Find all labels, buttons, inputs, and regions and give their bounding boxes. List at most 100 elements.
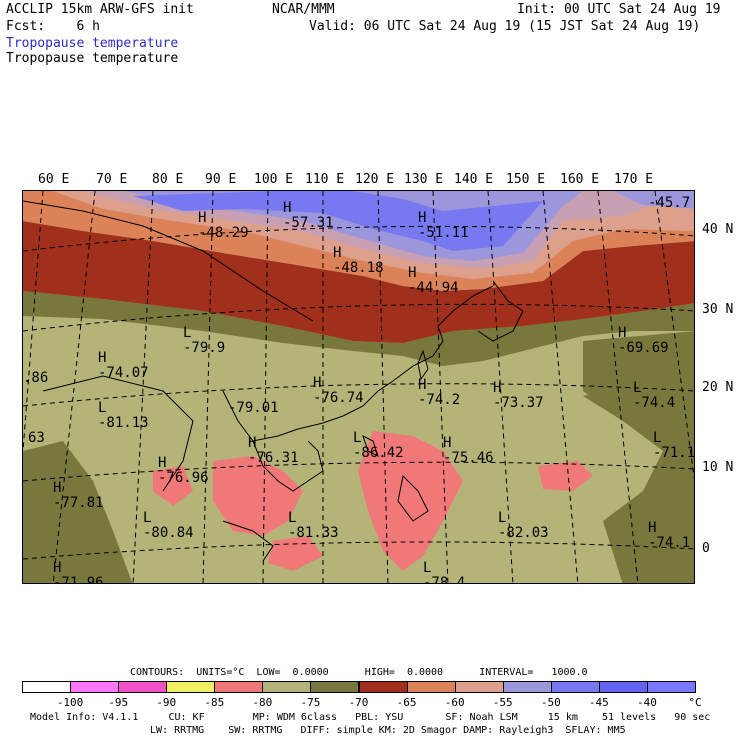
hl-marker: L -78.4 — [423, 561, 465, 584]
hl-marker: L -80.84 — [143, 511, 194, 541]
hl-value: -79.01 — [228, 400, 279, 416]
lon-label: 120 E — [355, 172, 395, 187]
lat-label: 40 N — [702, 222, 734, 237]
hl-value: .86 — [23, 370, 49, 386]
hl-letter: H — [418, 377, 427, 393]
hl-letter: H — [493, 380, 502, 396]
hl-marker: H -74.2 — [418, 378, 460, 408]
hl-marker: L -79.9 — [183, 326, 225, 356]
hl-letter: H — [648, 520, 657, 536]
hl-letter: H — [408, 265, 417, 281]
hl-letter: L — [633, 380, 642, 396]
map-panel: H -57.31 H -48.29 H -48.18 H -51.11 H -44.94 -45.7… — [22, 190, 695, 584]
hl-value: -71.96 — [53, 575, 104, 584]
hl-letter: L — [353, 430, 362, 446]
init-time: Init: 00 UTC Sat 24 Aug 19 — [517, 2, 721, 17]
contour-info: CONTOURS: UNITS=°C LOW= 0.0000 HIGH= 0.0… — [130, 667, 588, 678]
hl-value: -48.18 — [333, 260, 384, 276]
hl-marker: H -44.94 — [408, 266, 459, 296]
colorbar-swatch — [118, 681, 168, 693]
hl-marker: H -76.96 — [158, 456, 209, 486]
colorbar-label: -60 — [444, 696, 465, 709]
hl-letter: L — [423, 560, 432, 576]
colorbar-label: -85 — [204, 696, 225, 709]
hl-letter: H — [418, 210, 427, 226]
hl-value: -69.69 — [618, 340, 669, 356]
lon-label: 100 E — [254, 172, 294, 187]
hl-letter: H — [283, 200, 292, 216]
hl-marker: -79.01 — [228, 401, 279, 416]
hl-marker: 63 — [28, 431, 45, 446]
hl-marker: H -76.31 — [248, 436, 299, 466]
hl-marker: L -86.42 — [353, 431, 404, 461]
colorbar-swatch — [454, 681, 504, 693]
colorbar-label: -75 — [300, 696, 321, 709]
colorbar-label: -50 — [540, 696, 561, 709]
lat-label: 20 N — [702, 380, 734, 395]
colorbar-swatch — [646, 681, 696, 693]
colorbar-swatch — [406, 681, 456, 693]
hl-letter: H — [53, 560, 62, 576]
hl-marker: H -75.46 — [443, 436, 494, 466]
hl-letter: H — [333, 245, 342, 261]
hl-value: -57.31 — [283, 215, 334, 231]
colorbar-swatch — [214, 681, 264, 693]
colorbar-swatch — [358, 681, 408, 693]
lon-label: 60 E — [38, 172, 70, 187]
shade-olive-dark — [23, 291, 694, 451]
lon-label: 140 E — [454, 172, 494, 187]
hl-value: -48.29 — [198, 225, 249, 241]
hl-value: -77.81 — [53, 495, 104, 511]
hl-letter: H — [53, 480, 62, 496]
hl-marker: .86 — [23, 371, 48, 386]
hl-letter: L — [498, 510, 507, 526]
hl-marker: H -77.81 — [53, 481, 104, 511]
model-title: ACCLIP 15km ARW-GFS init — [6, 2, 194, 17]
colorbar-label: -40 — [636, 696, 657, 709]
hl-value: -74.2 — [418, 392, 461, 408]
lon-label: 170 E — [614, 172, 654, 187]
shade-pink — [538, 461, 593, 491]
hl-value: -44.94 — [408, 280, 459, 296]
hl-marker: H -48.29 — [198, 211, 249, 241]
colorbar-label: -55 — [492, 696, 513, 709]
shade-deep-blue — [133, 191, 543, 251]
hl-marker: L -71.1 — [653, 430, 695, 461]
colorbar-label: °C — [688, 696, 702, 709]
hl-value: -74.4 — [633, 395, 676, 411]
colorbar-swatch — [598, 681, 648, 693]
hl-letter: H — [158, 455, 167, 471]
lat-label: 0 — [702, 541, 710, 556]
colorbar-swatch — [262, 681, 312, 693]
model-info-line2: LW: RRTMG SW: RRTMG DIFF: simple KM: 2D … — [150, 725, 626, 736]
valid-time: Valid: 06 UTC Sat 24 Aug 19 (15 JST Sat … — [309, 19, 701, 34]
hl-marker: H -51.11 — [418, 211, 469, 241]
lat-label: 10 N — [702, 460, 734, 475]
hl-value: -74.1 — [648, 535, 691, 551]
hl-letter: H — [618, 325, 627, 341]
colorbar-swatch — [70, 681, 120, 693]
lon-label: 150 E — [506, 172, 546, 187]
colorbar-label: -80 — [252, 696, 273, 709]
hl-letter: L — [653, 430, 662, 446]
coastlines — [23, 200, 524, 562]
hl-value: -86.42 — [353, 445, 404, 461]
hl-value: -80.84 — [143, 525, 194, 541]
colorbar-label: -45 — [588, 696, 609, 709]
colorbar-swatch — [550, 681, 600, 693]
lon-label: 70 E — [96, 172, 128, 187]
hl-value: -71.1 — [653, 445, 695, 461]
hl-marker: H -48.18 — [333, 246, 384, 276]
hl-marker: L -74.4 — [633, 381, 675, 411]
colorbar-label: -100 — [56, 696, 84, 709]
shade-pink — [268, 536, 323, 571]
hl-marker: -45.7 — [648, 196, 690, 211]
colorbar-label: -65 — [396, 696, 417, 709]
hl-letter: H — [443, 435, 452, 451]
shade-pink — [358, 431, 463, 571]
shade-olive-dark-east — [583, 331, 694, 583]
colorbar-swatch — [502, 681, 552, 693]
hl-marker: L -82.03 — [498, 511, 549, 541]
lon-label: 130 E — [404, 172, 444, 187]
hl-letter: H — [313, 375, 322, 391]
